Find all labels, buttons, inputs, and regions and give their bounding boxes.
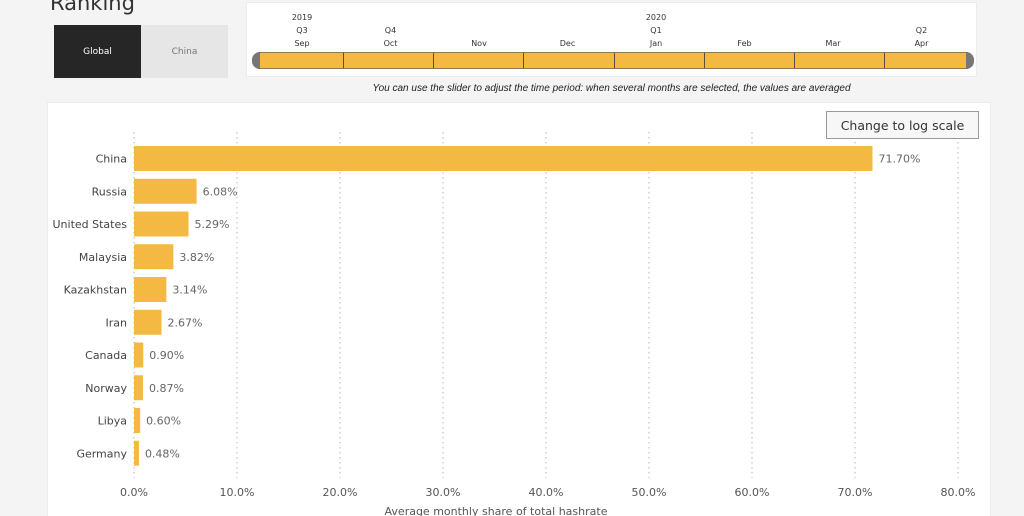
slider-segment-divider	[613, 53, 615, 68]
bar-kazakhstan	[134, 277, 167, 302]
data-label: 0.60%	[146, 415, 181, 428]
x-tick-label: 50.0%	[632, 486, 667, 499]
data-label: 71.70%	[879, 153, 921, 166]
log-scale-button[interactable]: Change to log scale	[826, 111, 979, 139]
x-tick-label: 30.0%	[426, 486, 461, 499]
slider-handle-start[interactable]	[252, 52, 260, 69]
data-label: 3.82%	[179, 251, 214, 264]
slider-segment-divider	[433, 53, 434, 68]
page-title: Ranking	[50, 0, 135, 15]
category-label: Malaysia	[79, 251, 127, 264]
slider-segment-divider	[342, 53, 344, 68]
category-label: Kazakhstan	[64, 284, 127, 297]
bar-canada	[134, 342, 144, 368]
region-option-global[interactable]: Global	[54, 25, 141, 78]
bar-united-states	[134, 211, 189, 237]
category-label: Iran	[106, 316, 128, 329]
bar-malaysia	[134, 244, 174, 270]
time-slider-track[interactable]	[252, 52, 974, 69]
data-label: 0.87%	[149, 382, 184, 395]
slider-note: You can use the slider to adjust the tim…	[372, 83, 851, 94]
category-label: China	[96, 153, 127, 166]
data-label: 0.90%	[149, 349, 184, 362]
timeline-month-label: Apr	[914, 39, 929, 48]
bar-norway	[134, 375, 143, 401]
x-tick-label: 80.0%	[941, 486, 976, 499]
timeline-quarter-label: Q1	[650, 26, 662, 35]
timeline-quarter-label: Q4	[384, 26, 397, 35]
bar-iran	[134, 309, 162, 335]
bar-russia	[134, 178, 197, 204]
slider-segment-divider	[884, 53, 886, 68]
timeline-month-label: Sep	[294, 39, 310, 48]
timeline-quarter-label: Q3	[296, 26, 308, 35]
data-label: 3.14%	[172, 284, 207, 297]
slider-segment-divider	[523, 53, 525, 68]
data-label: 5.29%	[194, 218, 229, 231]
slider-segment-divider	[703, 53, 705, 68]
timeline-month-label: Feb	[737, 39, 752, 48]
x-tick-label: 60.0%	[735, 486, 770, 499]
x-tick-label: 20.0%	[323, 486, 358, 499]
x-axis-label: Average monthly share of total hashrate	[385, 505, 608, 516]
category-label: Canada	[85, 349, 127, 362]
bar-germany	[134, 440, 139, 466]
bar-libya	[134, 408, 141, 433]
slider-segment-divider	[794, 53, 795, 68]
category-label: Libya	[98, 415, 127, 428]
category-label: United States	[53, 218, 128, 231]
data-label: 0.48%	[145, 447, 180, 460]
bar-china	[134, 146, 873, 171]
timeline-month-label: Nov	[471, 39, 487, 48]
x-tick-label: 70.0%	[838, 486, 873, 499]
slider-handle-end[interactable]	[966, 52, 974, 69]
region-toggle: Global China	[54, 25, 228, 78]
x-tick-label: 0.0%	[120, 486, 148, 499]
timeline-month-label: Jan	[649, 39, 663, 48]
time-slider-panel: 2019 2020 Q3 Q4 Q1 Q2 Sep Oct Nov Dec Jan Feb Mar Apr	[246, 2, 977, 77]
category-label: Norway	[85, 382, 127, 395]
timeline-year-label: 2019	[291, 13, 313, 22]
region-option-china[interactable]: China	[141, 25, 228, 78]
data-label: 2.67%	[168, 316, 203, 329]
timeline-month-label: Mar	[825, 39, 841, 48]
timeline-month-label: Dec	[559, 39, 576, 48]
category-label: Russia	[92, 185, 127, 198]
timeline-month-label: Oct	[383, 39, 398, 48]
timeline-quarter-label: Q2	[915, 26, 928, 35]
data-label: 6.08%	[203, 185, 238, 198]
x-tick-label: 10.0%	[220, 486, 255, 499]
timeline-year-label: 2020	[645, 13, 667, 22]
category-label: Germany	[76, 447, 127, 460]
x-tick-label: 40.0%	[529, 486, 564, 499]
